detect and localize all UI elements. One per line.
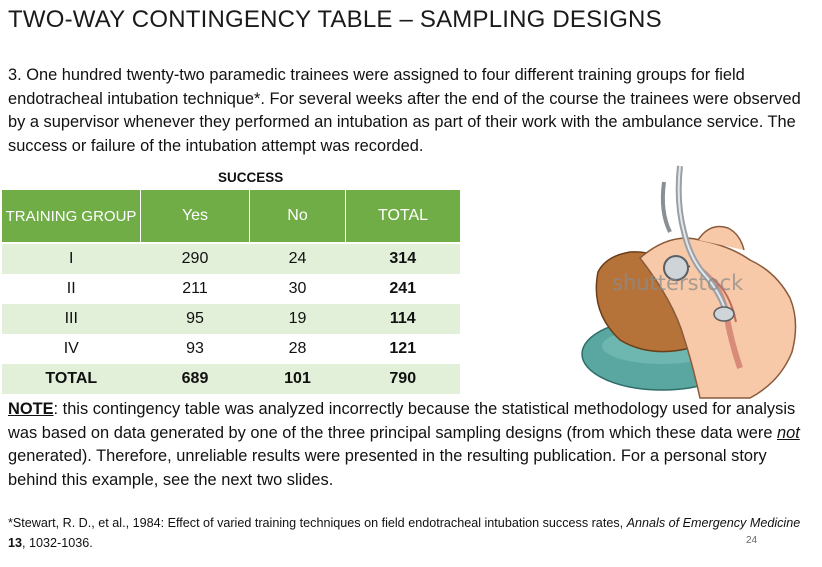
table-row: II 211 30 241 (2, 274, 460, 304)
cell-group: IV (2, 334, 141, 364)
intro-paragraph: 3. One hundred twenty-two paramedic trai… (8, 66, 801, 155)
cell-group: II (2, 274, 141, 304)
cell-group: TOTAL (2, 364, 141, 394)
page-number: 24 (746, 535, 758, 546)
cell-no: 24 (249, 243, 346, 274)
table-row-total: TOTAL 689 101 790 (2, 364, 460, 394)
note-emphasis: not (777, 423, 800, 442)
cell-yes: 689 (140, 364, 250, 394)
table-row: IV 93 28 121 (2, 334, 460, 364)
note-paragraph: NOTE: this contingency table was analyze… (8, 398, 816, 492)
citation-journal: Annals of Emergency Medicine (626, 516, 801, 530)
cell-total: 121 (345, 334, 460, 364)
cell-yes: 290 (140, 243, 250, 274)
header-no: No (249, 190, 346, 244)
table-row: III 95 19 114 (2, 304, 460, 334)
header-total: TOTAL (345, 190, 460, 244)
note-text-part1: : this contingency table was analyzed in… (8, 400, 796, 442)
cell-no: 28 (249, 334, 346, 364)
watermark-text: shutterstock (612, 271, 744, 295)
cell-no: 19 (249, 304, 346, 334)
cell-total: 241 (345, 274, 460, 304)
table-row: I 290 24 314 (2, 243, 460, 274)
success-super-header: SUCCESS (218, 170, 284, 185)
contingency-table: TRAINING GROUP Yes No TOTAL I 290 24 314… (2, 190, 460, 394)
citation-text: *Stewart, R. D., et al., 1984: Effect of… (8, 516, 627, 530)
slide-title: TWO-WAY CONTINGENCY TABLE – SAMPLING DES… (8, 6, 662, 33)
table-header-row: TRAINING GROUP Yes No TOTAL (2, 190, 460, 244)
cell-no: 30 (249, 274, 346, 304)
cell-total: 314 (345, 243, 460, 274)
citation-pages: , 1032-1036. (22, 536, 93, 550)
note-label: NOTE (8, 400, 54, 418)
citation-footnote: *Stewart, R. D., et al., 1984: Effect of… (8, 513, 808, 553)
cell-group: III (2, 304, 141, 334)
citation-volume: 13 (8, 536, 23, 550)
cell-group: I (2, 243, 141, 274)
cell-yes: 93 (140, 334, 250, 364)
note-text-part2: generated). Therefore, unreliable result… (8, 447, 767, 489)
cell-yes: 211 (140, 274, 250, 304)
cell-no: 101 (249, 364, 346, 394)
intubation-illustration-icon: shutterstock (580, 162, 810, 402)
header-training-group: TRAINING GROUP (2, 190, 141, 244)
cell-yes: 95 (140, 304, 250, 334)
cell-total: 790 (345, 364, 460, 394)
header-yes: Yes (140, 190, 250, 244)
cell-total: 114 (345, 304, 460, 334)
